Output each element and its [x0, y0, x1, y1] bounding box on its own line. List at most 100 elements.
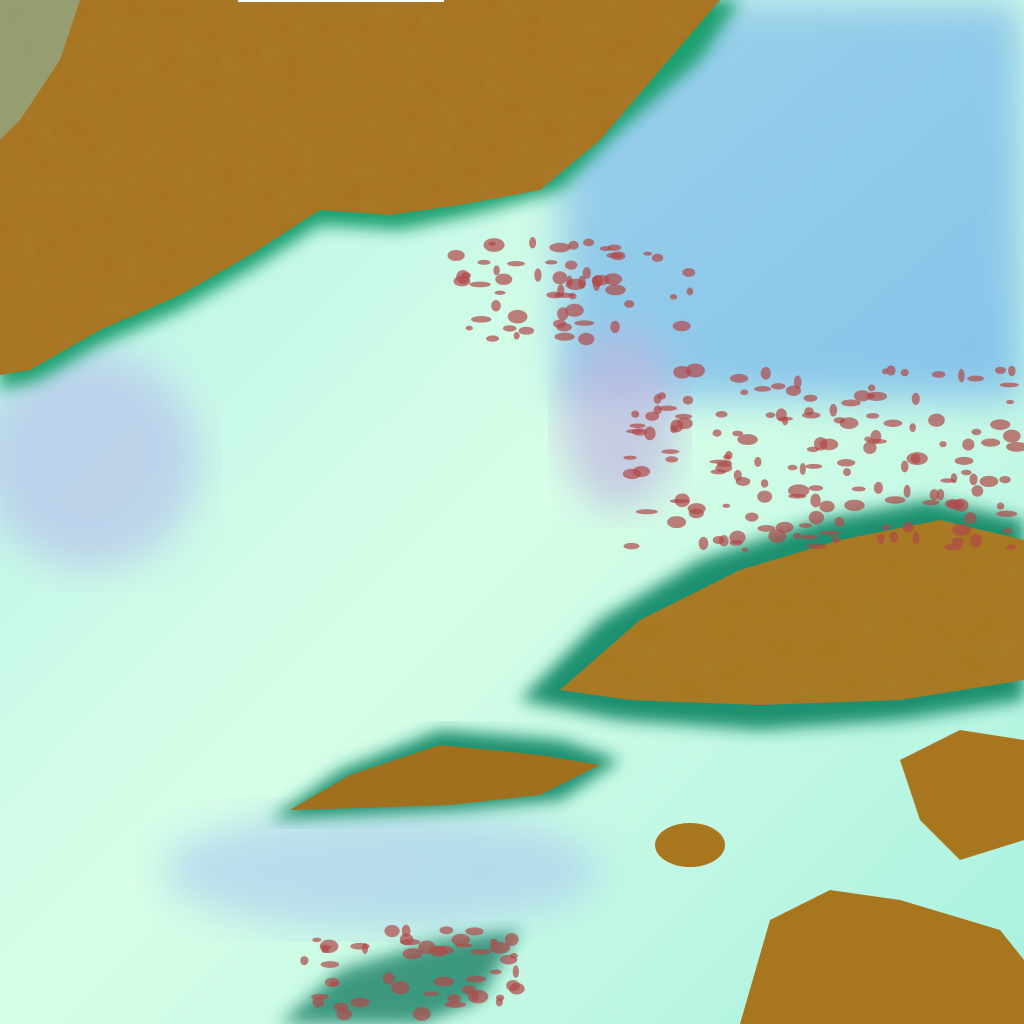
- cloud-cell: [1006, 399, 1015, 405]
- land-strip-south: [270, 730, 1024, 1024]
- cloud-cell: [760, 366, 771, 380]
- cloud-cell: [765, 412, 776, 418]
- cloud-cell: [787, 464, 798, 471]
- cloud-cell: [418, 940, 436, 954]
- cloud-cell: [777, 416, 793, 421]
- cloud-cell: [798, 523, 812, 528]
- cloud-cell: [651, 253, 664, 262]
- cloud-cell: [493, 265, 500, 276]
- cloud-cell: [502, 325, 517, 332]
- cloud-cell: [837, 459, 856, 467]
- cloud-cell: [936, 488, 945, 501]
- cloud-cell: [686, 287, 694, 296]
- cloud-cell: [900, 460, 909, 473]
- cloud-cell: [605, 284, 626, 296]
- cloud-cell: [1003, 429, 1021, 443]
- cloud-cell: [574, 320, 595, 326]
- cloud-cell: [990, 419, 1011, 430]
- cloud-cell: [477, 259, 491, 265]
- cloud-cell: [643, 251, 652, 256]
- cloud-cell: [622, 468, 642, 480]
- cloud-cell: [658, 405, 678, 411]
- cloud-cell: [709, 459, 732, 464]
- cloud-cell: [909, 423, 916, 433]
- cloud-cell: [832, 535, 840, 544]
- cloud-cell: [867, 384, 876, 392]
- cloud-cell: [866, 412, 880, 419]
- cloud-cell: [1006, 441, 1024, 452]
- cloud-cell: [489, 938, 498, 945]
- cloud-cell: [971, 485, 984, 497]
- cloud-cell: [729, 540, 743, 546]
- cloud-cell: [439, 926, 454, 935]
- cloud-cells: [300, 237, 1024, 1021]
- cloud-cell: [819, 530, 841, 535]
- cloud-cell: [675, 413, 693, 420]
- cloud-cell: [687, 503, 706, 515]
- lavender-cloud-mid: [560, 330, 680, 510]
- cloud-cell: [661, 449, 680, 454]
- cloud-cell: [432, 945, 454, 955]
- cloud-cell: [489, 941, 511, 954]
- cloud-cell: [629, 423, 646, 429]
- cloud-cell: [507, 309, 528, 324]
- cloud-cell: [994, 366, 1007, 374]
- cloud-cell: [996, 502, 1005, 510]
- cloud-cell: [757, 490, 773, 503]
- cloud-cell: [960, 469, 972, 476]
- cloud-cell: [534, 268, 542, 282]
- cloud-cell: [513, 331, 520, 340]
- cloud-cell: [350, 942, 370, 950]
- cloud-cell: [471, 315, 492, 323]
- cloud-cell: [883, 419, 903, 427]
- cloud-cell: [715, 411, 728, 418]
- cloud-cell: [682, 395, 694, 405]
- cloud-cell: [644, 426, 656, 441]
- cloud-cell: [939, 441, 947, 448]
- cloud-cell: [504, 932, 519, 946]
- cloud-cell: [868, 392, 875, 399]
- cloud-cell: [321, 946, 330, 954]
- top-edge-bar: [238, 0, 444, 2]
- cloud-cell: [954, 456, 974, 466]
- cloud-cell: [624, 300, 635, 308]
- cloud-cell: [804, 407, 814, 416]
- cloud-cell: [610, 320, 620, 334]
- cloud-cell: [653, 394, 662, 405]
- cloud-cell: [813, 437, 828, 451]
- cloud-cell: [729, 373, 749, 383]
- cloud-cell: [737, 434, 758, 445]
- cloud-cell: [803, 394, 818, 402]
- cloud-cell: [886, 365, 896, 376]
- cloud-cell: [788, 493, 807, 499]
- cloud-cell: [741, 547, 748, 552]
- cloud-cell: [582, 267, 591, 279]
- cloud-cell: [900, 369, 909, 377]
- cloud-cell: [623, 455, 637, 460]
- cloud-cell: [495, 273, 513, 286]
- cloud-cell: [635, 509, 658, 515]
- cloud-cell: [491, 300, 501, 312]
- cloud-cell: [712, 536, 725, 545]
- cloud-cell: [552, 271, 568, 285]
- cloud-cell: [604, 273, 623, 286]
- cloud-cell: [669, 294, 678, 300]
- cloud-cell: [423, 991, 439, 997]
- cloud-cell: [682, 268, 696, 277]
- cloud-cell: [676, 417, 693, 430]
- cloud-cell: [568, 240, 579, 250]
- cloud-cell: [745, 512, 759, 522]
- cloud-cell: [350, 997, 370, 1008]
- cloud-cell: [996, 510, 1018, 517]
- cloud-cell: [805, 463, 823, 469]
- cloud-cell: [653, 405, 662, 415]
- cloud-cell: [760, 479, 769, 488]
- cloud-cell: [793, 532, 802, 539]
- cloud-cell: [494, 290, 506, 295]
- cloud-cell: [489, 969, 502, 975]
- cloud-cell: [451, 933, 470, 946]
- cloud-cell: [873, 481, 883, 494]
- cloud-cell: [810, 493, 821, 508]
- cloud-cell: [834, 516, 845, 527]
